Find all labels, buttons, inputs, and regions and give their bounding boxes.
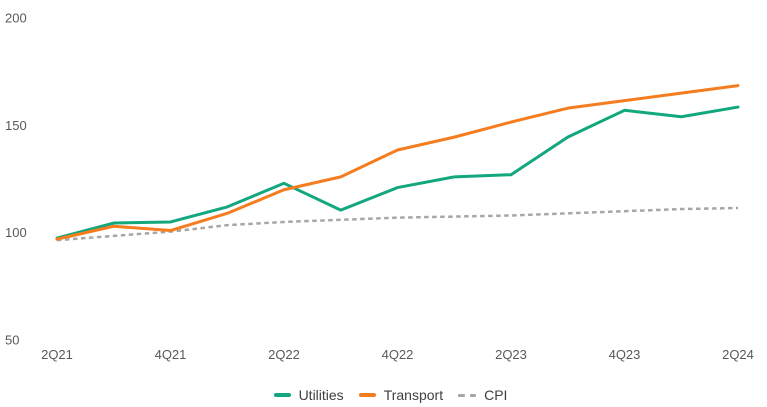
legend-item-cpi[interactable]: CPI	[458, 388, 507, 402]
y-axis-tick-label: 100	[5, 225, 27, 240]
legend-label-cpi: CPI	[484, 387, 508, 403]
y-axis-tick-label: 200	[5, 10, 27, 25]
legend-label-transport: Transport	[383, 387, 444, 403]
y-axis-tick-label: 50	[5, 333, 19, 348]
utilities-line-swatch	[273, 393, 291, 397]
x-axis-tick-label: 4Q22	[382, 347, 414, 362]
x-axis-tick-label: 4Q21	[155, 347, 187, 362]
x-axis-tick-label: 2Q24	[722, 347, 754, 362]
y-axis-tick-label: 150	[5, 118, 27, 133]
legend: Utilities Transport CPI	[7, 388, 767, 402]
utilities-series-line	[55, 105, 740, 240]
legend-label-utilities: Utilities	[298, 387, 344, 403]
x-axis-tick-label: 2Q21	[41, 347, 73, 362]
x-axis-tick-label: 2Q22	[268, 347, 300, 362]
legend-item-transport[interactable]: Transport	[358, 387, 444, 403]
x-axis-tick-label: 4Q23	[609, 347, 641, 362]
x-axis-tick-label: 2Q23	[495, 347, 527, 362]
cpi-dashed-line-swatch	[458, 393, 477, 397]
legend-item-utilities[interactable]: Utilities	[273, 387, 344, 403]
transport-line-swatch	[358, 393, 376, 397]
transport-series-line	[55, 84, 740, 241]
cpi-series-line	[56, 206, 739, 242]
